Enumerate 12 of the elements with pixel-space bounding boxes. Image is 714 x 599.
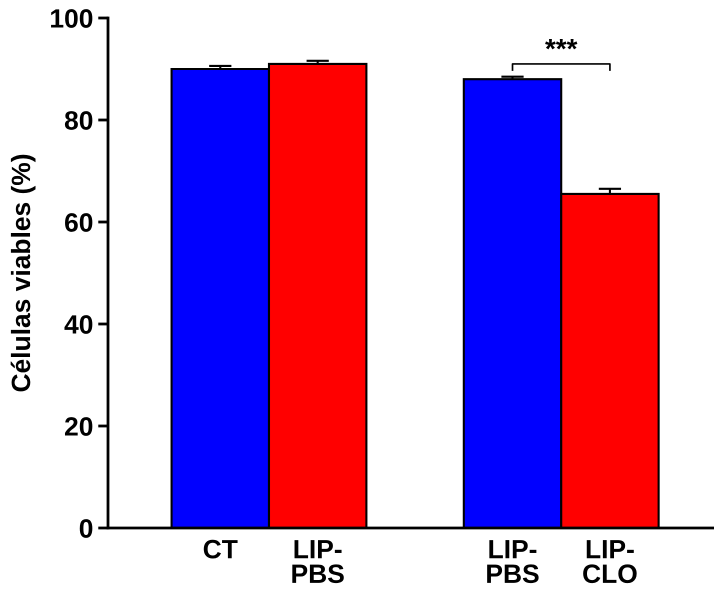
x-tick-label: CT bbox=[204, 540, 238, 558]
y-tick-label: 0 bbox=[80, 519, 92, 538]
y-tick-label: 80 bbox=[64, 111, 92, 130]
y-tick-label: 20 bbox=[64, 417, 92, 436]
y-tick-label: 60 bbox=[65, 213, 92, 232]
y-axis-title: Células viables (%) bbox=[10, 154, 36, 392]
x-tick-label: LIP- PBS bbox=[292, 540, 344, 584]
y-tick-label: 40 bbox=[64, 315, 92, 334]
y-tick-label: 100 bbox=[51, 9, 92, 28]
x-tick-label: LIP- CLO bbox=[583, 540, 637, 584]
x-tick-label: LIP- PBS bbox=[487, 540, 539, 584]
annotation: *** bbox=[545, 39, 578, 50]
